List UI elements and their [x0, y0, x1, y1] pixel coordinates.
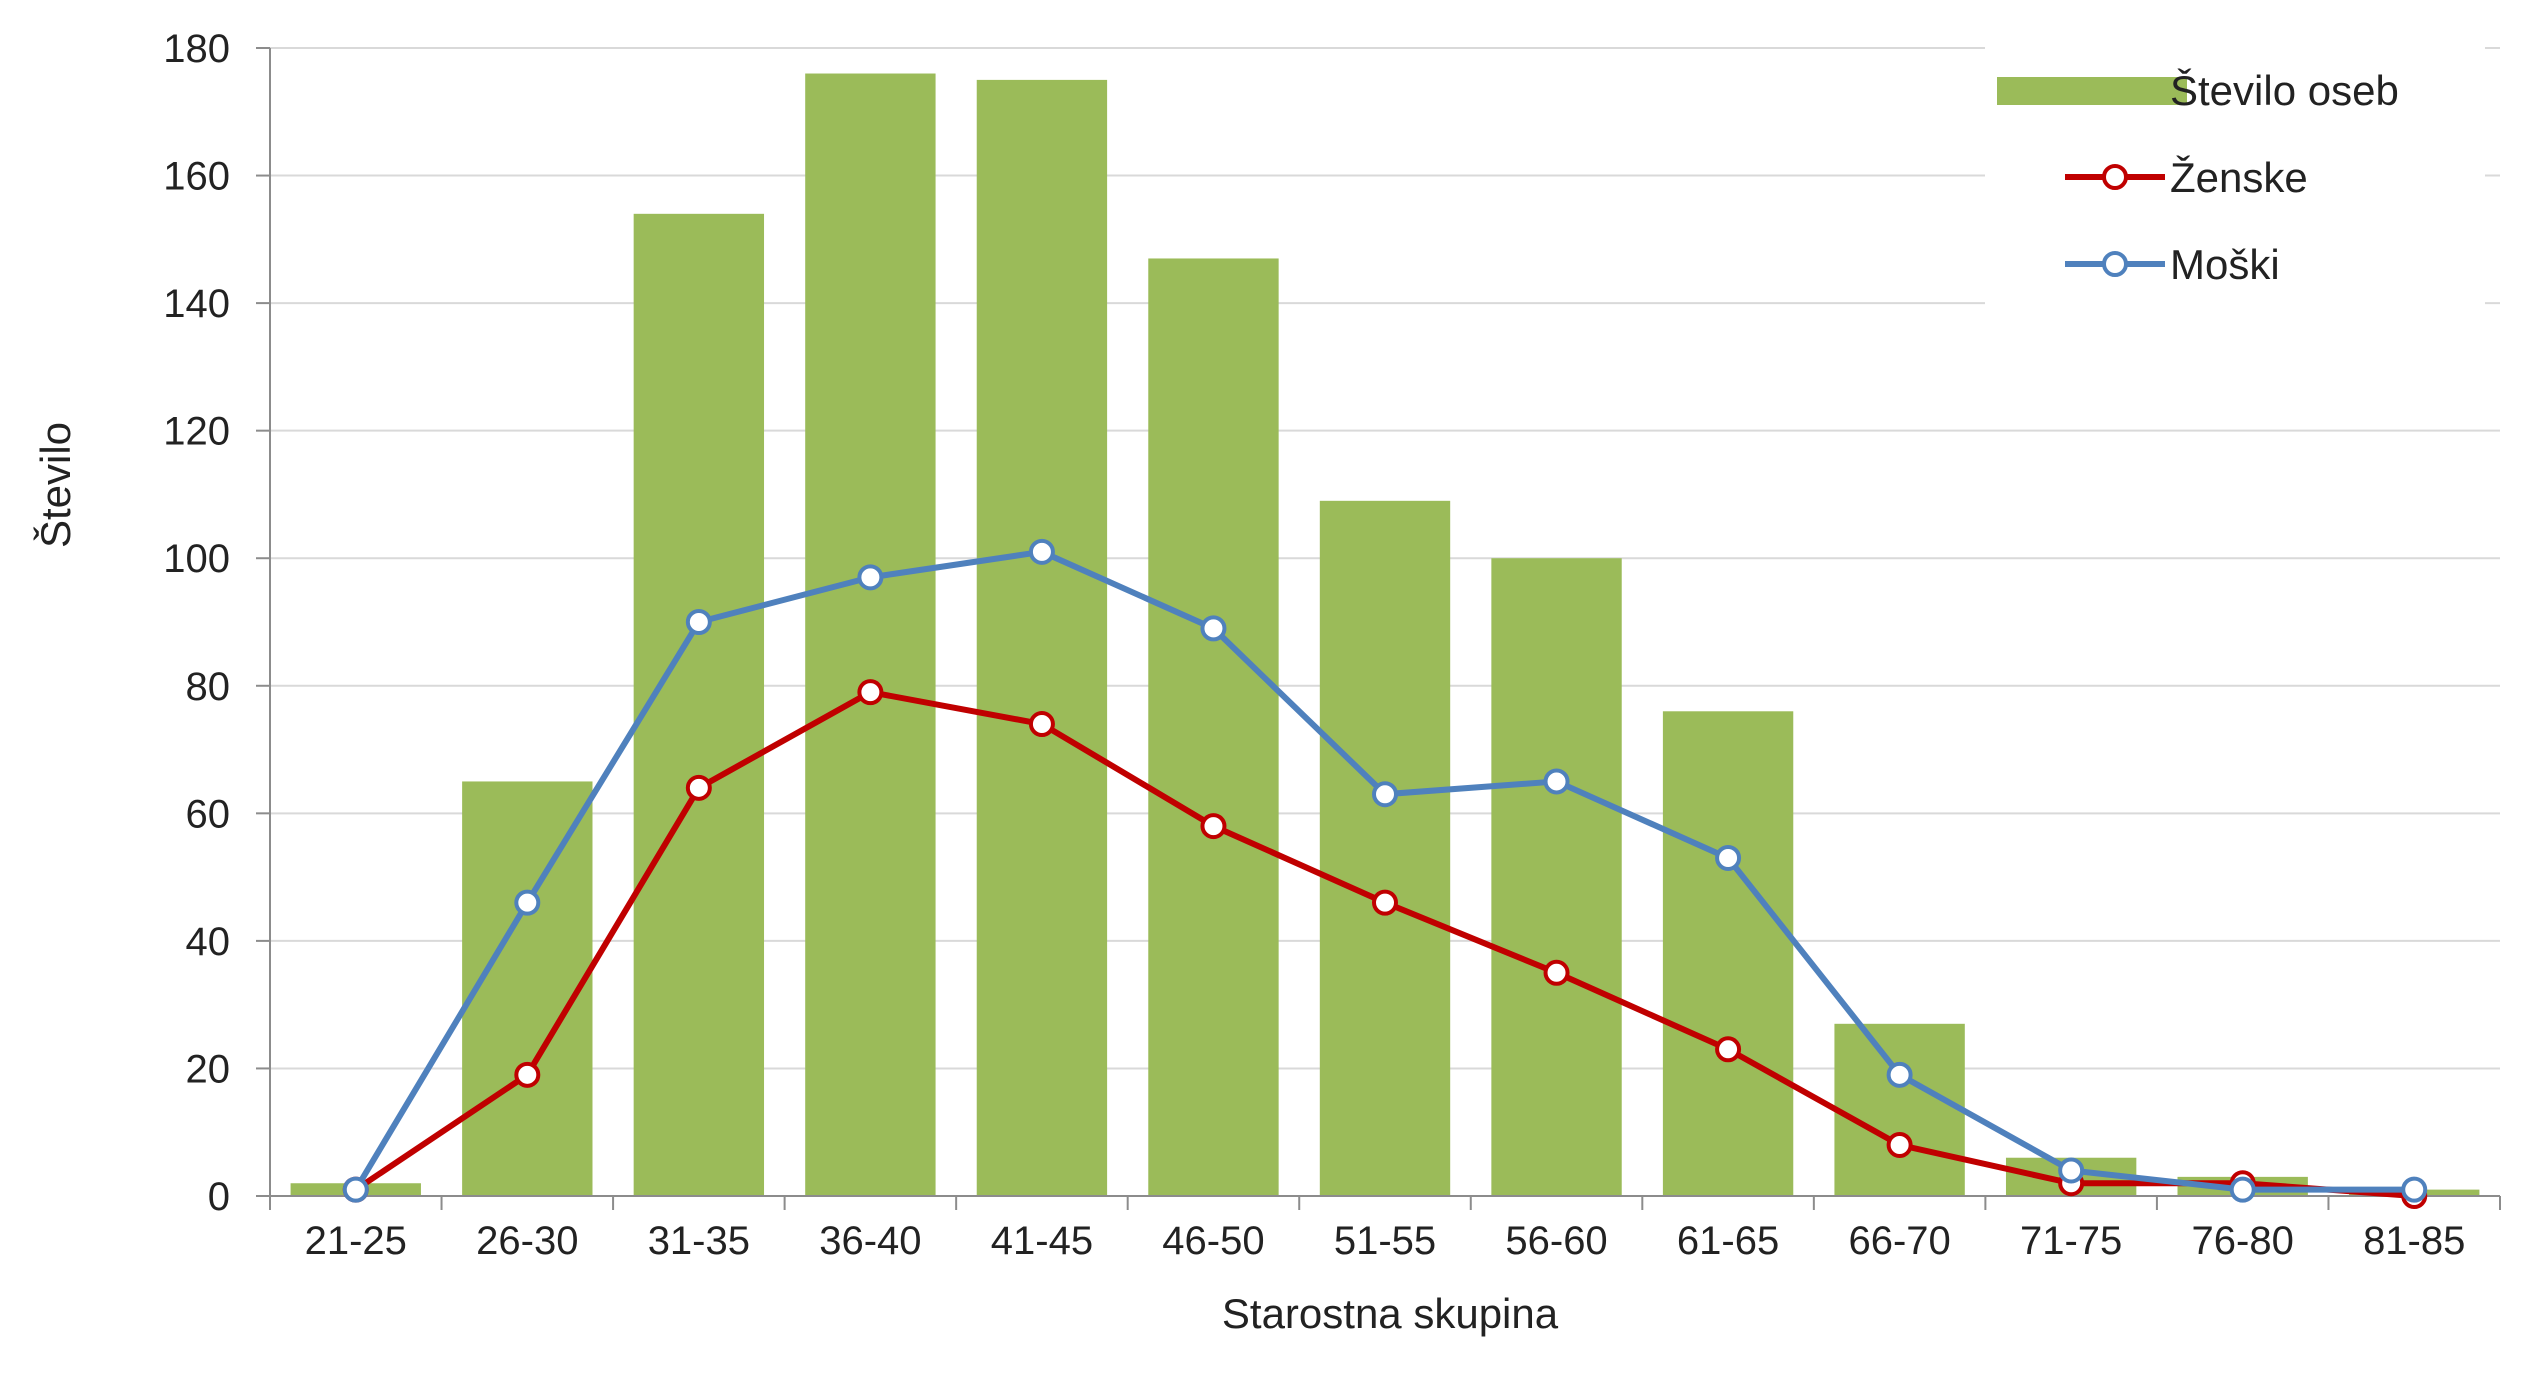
legend-label: Moški [2170, 241, 2280, 288]
point-Ženske-41-45 [1028, 711, 1055, 738]
bar-66-70 [1834, 1023, 1965, 1196]
point-Moški-46-50 [1200, 615, 1227, 642]
x-tick-label: 31-35 [648, 1219, 750, 1263]
point-Ženske-66-70 [1886, 1131, 1913, 1158]
point-Moški-26-30 [514, 889, 541, 916]
legend-swatch-Število oseb [1997, 77, 2187, 105]
bar-41-45 [976, 79, 1108, 1196]
bar-26-30 [462, 781, 593, 1196]
y-tick-label: 0 [208, 1175, 230, 1219]
bar-56-60 [1491, 558, 1622, 1196]
bar-51-55 [1319, 500, 1451, 1196]
x-tick-label: 61-65 [1677, 1219, 1779, 1263]
point-Ženske-46-50 [1200, 813, 1227, 840]
x-tick-label: 76-80 [2192, 1219, 2294, 1263]
axis-titles: Starostna skupina Število [32, 422, 1559, 1337]
point-Moški-31-35 [685, 609, 712, 635]
point-Ženske-31-35 [685, 774, 712, 801]
bar-46-50 [1148, 258, 1279, 1196]
point-Ženske-56-60 [1543, 959, 1570, 986]
y-tick-label: 180 [163, 27, 230, 71]
x-tick-label: 41-45 [991, 1219, 1093, 1263]
point-Ženske-61-65 [1715, 1036, 1742, 1063]
y-tick-label: 120 [163, 410, 230, 454]
legend: Število oseb Ženske Moški [1985, 38, 2485, 308]
point-Moški-81-85 [2401, 1176, 2428, 1203]
bar-series-layer [290, 73, 2480, 1197]
point-Moški-66-70 [1886, 1061, 1913, 1088]
bar-31-35 [633, 213, 765, 1197]
x-tick-label: 21-25 [305, 1219, 407, 1263]
legend-label: Ženske [2170, 154, 2308, 201]
point-Moški-61-65 [1715, 844, 1742, 871]
bar-36-40 [805, 73, 936, 1196]
line-series-layer [342, 538, 2428, 1209]
x-tick-label: 66-70 [1848, 1219, 1950, 1263]
y-tick-label: 160 [163, 155, 230, 199]
y-tick-label: 80 [186, 665, 231, 709]
x-axis-title: Starostna skupina [1222, 1290, 1559, 1337]
point-Ženske-26-30 [514, 1061, 541, 1088]
legend-label: Število oseb [2170, 67, 2399, 114]
point-Moški-36-40 [857, 564, 884, 591]
x-tick-label: 71-75 [2020, 1219, 2122, 1263]
y-tick-label: 60 [186, 792, 231, 836]
legend-swatch-marker-Moški [2102, 251, 2128, 277]
x-tick-label: 56-60 [1505, 1219, 1607, 1263]
legend-swatch-marker-Ženske [2102, 164, 2128, 190]
y-tick-label: 40 [186, 920, 231, 964]
x-tick-label: 36-40 [819, 1219, 921, 1263]
point-Ženske-51-55 [1372, 889, 1398, 916]
y-tick-label: 140 [163, 282, 230, 326]
point-Moški-76-80 [2229, 1176, 2256, 1203]
bar-61-65 [1662, 711, 1794, 1196]
y-axis-title: Število [32, 422, 79, 548]
point-Moški-21-25 [342, 1176, 369, 1203]
point-Ženske-36-40 [857, 679, 884, 706]
axes: 0 20 40 60 80 100 120 140 160 180 21-25 26-30 31-35 3… [163, 27, 2501, 1263]
x-tick-label: 46-50 [1162, 1219, 1264, 1263]
x-tick-label: 81-85 [2363, 1219, 2465, 1263]
y-tick-label: 100 [163, 537, 230, 581]
point-Moški-41-45 [1028, 538, 1055, 565]
point-Moški-56-60 [1543, 768, 1570, 795]
y-tick-label: 20 [186, 1047, 231, 1091]
x-tick-label: 51-55 [1334, 1219, 1436, 1263]
x-tick-label: 26-30 [476, 1219, 578, 1263]
point-Moški-71-75 [2058, 1157, 2085, 1184]
point-Moški-51-55 [1372, 781, 1398, 808]
